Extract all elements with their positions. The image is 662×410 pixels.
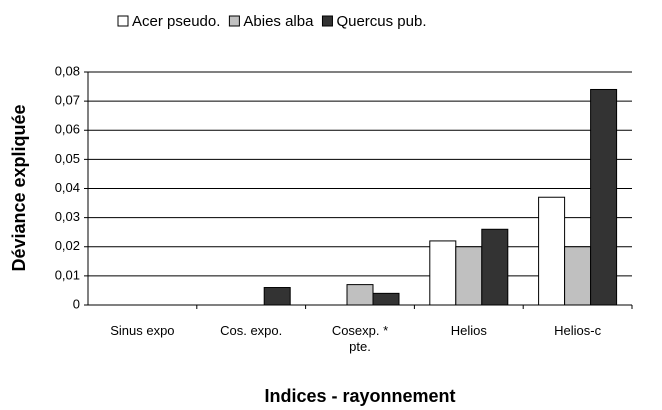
y-tick-label: 0,04: [55, 180, 80, 195]
y-tick-label: 0,01: [55, 267, 80, 282]
bar: [429, 240, 457, 306]
bar: [372, 292, 400, 306]
x-tick-label: Sinus expo: [110, 323, 175, 338]
y-tick-label: 0,06: [55, 122, 80, 137]
bar: [481, 228, 509, 306]
bar: [263, 287, 291, 306]
bar: [538, 196, 566, 306]
legend-swatch: [321, 15, 333, 27]
y-tick-label: 0,07: [55, 93, 80, 108]
legend-swatch: [228, 15, 240, 27]
x-tick-label: Helios-c: [554, 323, 602, 338]
bar: [346, 284, 374, 306]
y-axis-label: Déviance expliquée: [9, 104, 29, 271]
x-tick-label: Cos. expo.: [220, 323, 283, 338]
bar: [564, 246, 592, 306]
bar: [455, 246, 483, 306]
y-tick-label: 0,02: [55, 238, 80, 253]
y-tick-label: 0,03: [55, 209, 80, 224]
y-tick-label: 0: [73, 296, 80, 311]
legend-swatch: [117, 15, 129, 27]
legend-label: Quercus pub.: [336, 13, 426, 30]
bar: [590, 88, 618, 306]
y-tick-label: 0,05: [55, 151, 80, 166]
legend-label: Acer pseudo.: [132, 13, 220, 30]
x-tick-label: Helios: [450, 323, 487, 338]
legend-label: Abies alba: [243, 13, 314, 30]
x-axis-label: Indices - rayonnement: [264, 386, 455, 406]
y-tick-label: 0,08: [55, 63, 80, 78]
x-tick-label: Cosexp. * pte.: [331, 323, 389, 354]
